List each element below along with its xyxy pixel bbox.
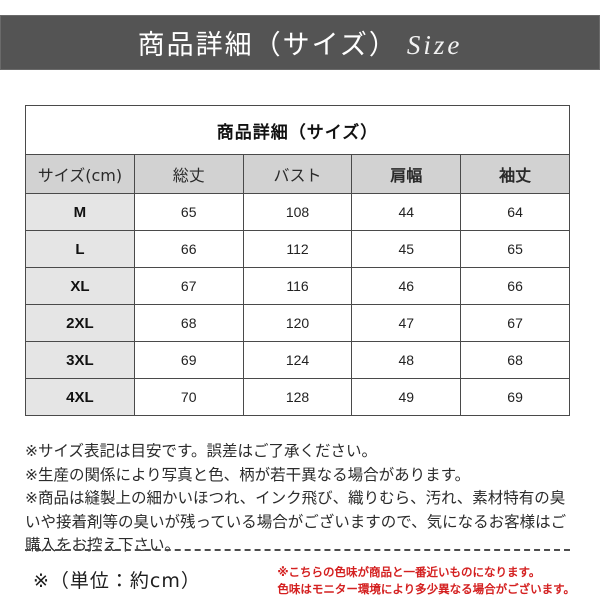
- cell-length: 69: [133, 341, 244, 379]
- table-row: M 65 108 44 64: [25, 193, 570, 231]
- cell-shoulder: 48: [351, 341, 462, 379]
- cell-size: L: [25, 230, 135, 268]
- color-disclaimer-line-1: ※こちらの色味が商品と一番近いものになります。: [277, 565, 541, 579]
- section-divider: [25, 549, 570, 551]
- cell-sleeve: 65: [460, 230, 570, 268]
- table-row: L 66 112 45 65: [25, 230, 570, 268]
- cell-sleeve: 64: [460, 193, 570, 231]
- note-line-3: ※商品は縫製上の細かいほつれ、インク飛び、織りむら、汚れ、素材特有の臭いや接着剤…: [25, 489, 567, 555]
- cell-bust: 124: [242, 341, 353, 379]
- table-caption: 商品詳細（サイズ）: [25, 105, 570, 155]
- cell-shoulder: 46: [351, 267, 462, 305]
- cell-bust: 120: [242, 304, 353, 342]
- banner-title-japanese: 商品詳細（サイズ）: [137, 30, 398, 61]
- cell-size: XL: [25, 267, 135, 305]
- column-header-shoulder: 肩幅: [351, 154, 462, 194]
- cell-bust: 108: [242, 193, 353, 231]
- size-chart-table: 商品詳細（サイズ） サイズ(cm) 総丈 バスト 肩幅 袖丈 M 65 108 …: [25, 105, 570, 416]
- cell-shoulder: 45: [351, 230, 462, 268]
- cell-size: 3XL: [25, 341, 135, 379]
- banner-title-group: 商品詳細（サイズ） Size: [138, 23, 463, 62]
- table-row: 3XL 69 124 48 68: [25, 341, 570, 379]
- table-row: 2XL 68 120 47 67: [25, 304, 570, 342]
- column-header-size: サイズ(cm): [25, 154, 135, 194]
- page-header-banner: 商品詳細（サイズ） Size: [0, 15, 600, 70]
- cell-sleeve: 66: [460, 267, 570, 305]
- unit-note: ※（単位：約cm）: [33, 570, 201, 592]
- cell-bust: 116: [242, 267, 353, 305]
- cell-sleeve: 69: [460, 378, 570, 416]
- cell-length: 65: [133, 193, 244, 231]
- color-disclaimer-line-2: 色味はモニター環境により多少異なる場合がございます。: [277, 581, 575, 596]
- cell-bust: 128: [242, 378, 353, 416]
- table-row: XL 67 116 46 66: [25, 267, 570, 305]
- note-line-1: ※サイズ表記は目安です。誤差はご了承ください。: [25, 442, 377, 460]
- cell-sleeve: 67: [460, 304, 570, 342]
- cell-shoulder: 49: [351, 378, 462, 416]
- column-header-total-length: 総丈: [133, 154, 244, 194]
- disclaimer-notes: ※サイズ表記は目安です。誤差はご了承ください。 ※生産の関係により写真と色、柄が…: [25, 440, 580, 558]
- cell-length: 67: [133, 267, 244, 305]
- cell-size: M: [25, 193, 135, 231]
- page-footer: ※（単位：約cm） ※こちらの色味が商品と一番近いものになります。 色味はモニタ…: [25, 560, 575, 597]
- column-header-bust: バスト: [242, 154, 353, 194]
- table-header-row: サイズ(cm) 総丈 バスト 肩幅 袖丈: [25, 154, 570, 194]
- cell-shoulder: 44: [351, 193, 462, 231]
- cell-size: 2XL: [25, 304, 135, 342]
- table-row: 4XL 70 128 49 69: [25, 378, 570, 416]
- cell-length: 66: [133, 230, 244, 268]
- cell-length: 70: [133, 378, 244, 416]
- cell-sleeve: 68: [460, 341, 570, 379]
- color-disclaimer: ※こちらの色味が商品と一番近いものになります。 色味はモニター環境により多少異な…: [277, 560, 575, 597]
- column-header-sleeve: 袖丈: [460, 154, 570, 194]
- banner-title-english: Size: [406, 30, 463, 60]
- cell-shoulder: 47: [351, 304, 462, 342]
- cell-size: 4XL: [25, 378, 135, 416]
- cell-bust: 112: [242, 230, 353, 268]
- note-line-2: ※生産の関係により写真と色、柄が若干異なる場合があります。: [25, 465, 471, 484]
- table-caption-row: 商品詳細（サイズ）: [25, 105, 570, 155]
- cell-length: 68: [133, 304, 244, 342]
- size-table-container: 商品詳細（サイズ） サイズ(cm) 総丈 バスト 肩幅 袖丈 M 65 108 …: [25, 105, 570, 416]
